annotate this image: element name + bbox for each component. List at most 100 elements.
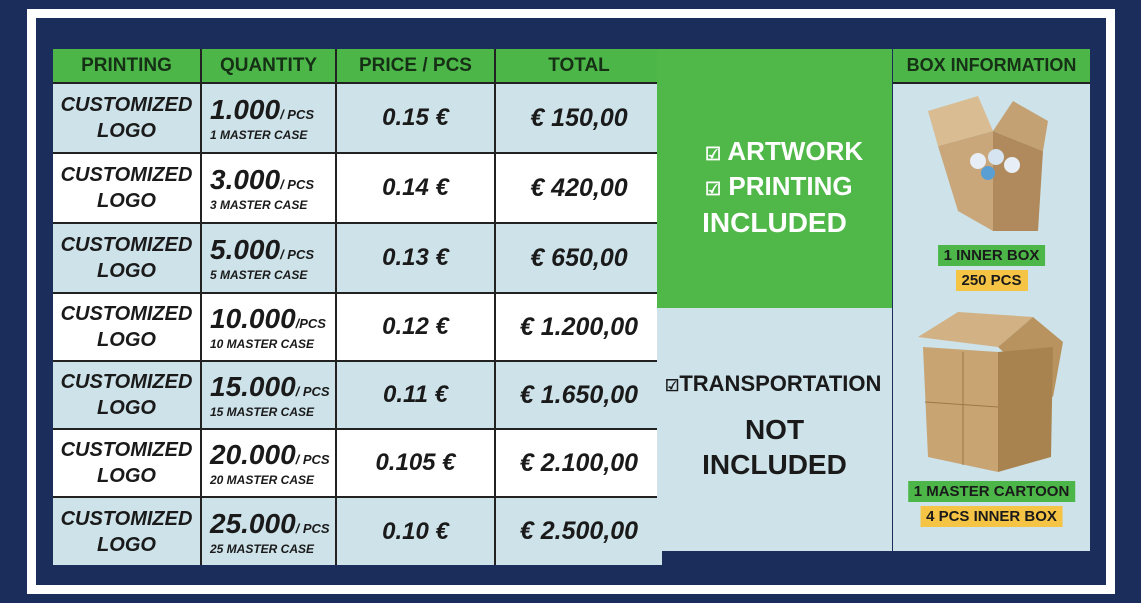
- printing-line2: LOGO: [97, 329, 156, 351]
- printing-line2: LOGO: [97, 190, 156, 212]
- services-column: ☑ ARTWORK ☑ PRINTING INCLUDED ☑TRANSPORT…: [657, 49, 892, 551]
- checkbox-checked-icon: ☑: [705, 144, 722, 164]
- price-value: 0.11 €: [383, 381, 448, 408]
- checkbox-checked-icon: ☑: [705, 179, 722, 199]
- quantity-unit: / PCS: [295, 520, 330, 536]
- not-included-block: ☑TRANSPORTATION NOT INCLUDED: [657, 308, 892, 551]
- master-case-count: 25 MASTER CASE: [210, 541, 315, 556]
- master-case-count: 1 MASTER CASE: [210, 128, 308, 142]
- quantity-unit: / PCS: [280, 107, 315, 122]
- quantity-unit: / PCS: [280, 247, 315, 262]
- price-cell: 0.11 €: [337, 362, 494, 428]
- total-value: € 1.650,00: [519, 380, 639, 409]
- total-cell: € 1.650,00: [496, 362, 662, 428]
- total-cell: € 2.500,00: [496, 498, 662, 565]
- price-cell: 0.14 €: [337, 154, 494, 222]
- quantity-value: 1.000: [210, 94, 281, 125]
- quantity-unit: / PCS: [295, 452, 330, 467]
- printing-line1: CUSTOMIZED: [60, 507, 193, 530]
- master-case-count: 15 MASTER CASE: [210, 405, 315, 419]
- quantity-cell: 15.000/ PCS 15 MASTER CASE: [202, 362, 335, 428]
- included-item-artwork: ☑ ARTWORK: [705, 135, 863, 170]
- inner-pcs-tag: 250 PCS: [955, 270, 1028, 291]
- printing-cell: CUSTOMIZED LOGO: [53, 154, 200, 222]
- printing-label: PRINTING: [728, 171, 853, 201]
- price-value: 0.13 €: [382, 244, 449, 271]
- master-case-count: 3 MASTER CASE: [210, 198, 308, 212]
- printing-line2: LOGO: [97, 533, 156, 556]
- included-item-printing: ☑ PRINTING: [705, 170, 863, 205]
- price-cell: 0.13 €: [337, 224, 494, 292]
- not-included-item: ☑TRANSPORTATION: [665, 371, 881, 397]
- printing-line1: CUSTOMIZED: [60, 234, 193, 256]
- printing-line1: CUSTOMIZED: [60, 439, 193, 461]
- price-value: 0.15 €: [382, 104, 449, 131]
- printing-line1: CUSTOMIZED: [60, 371, 193, 393]
- printing-line2: LOGO: [97, 465, 156, 487]
- total-value: € 150,00: [530, 103, 628, 132]
- printing-cell: CUSTOMIZED LOGO: [53, 362, 200, 428]
- printing-line2: LOGO: [97, 120, 156, 142]
- transportation-label: TRANSPORTATION: [679, 371, 882, 396]
- total-cell: € 650,00: [496, 224, 662, 292]
- quantity-cell: 3.000/ PCS 3 MASTER CASE: [202, 154, 335, 222]
- quantity-cell: 10.000/PCS 10 MASTER CASE: [202, 294, 335, 360]
- inner-box-tag: 1 INNER BOX: [937, 245, 1046, 266]
- price-value: 0.105 €: [375, 449, 456, 476]
- quantity-cell: 1.000/ PCS 1 MASTER CASE: [202, 84, 335, 152]
- included-label: INCLUDED: [702, 207, 847, 238]
- printing-cell: CUSTOMIZED LOGO: [53, 84, 200, 152]
- quantity-unit: /PCS: [295, 316, 326, 331]
- printing-cell: CUSTOMIZED LOGO: [53, 224, 200, 292]
- header-quantity: QUANTITY: [202, 49, 335, 82]
- quantity-unit: / PCS: [295, 384, 330, 399]
- quantity-value: 15.000: [210, 371, 296, 402]
- quantity-cell: 20.000/ PCS 20 MASTER CASE: [202, 430, 335, 496]
- header-total: TOTAL: [496, 49, 662, 82]
- printing-line1: CUSTOMIZED: [60, 303, 193, 325]
- master-case-count: 20 MASTER CASE: [210, 473, 315, 487]
- master-case-count: 10 MASTER CASE: [210, 337, 315, 351]
- printing-cell: CUSTOMIZED LOGO: [53, 430, 200, 496]
- printing-line2: LOGO: [97, 397, 156, 419]
- artwork-label: ARTWORK: [727, 136, 864, 166]
- master-carton-tag: 1 MASTER CARTOON: [907, 481, 1076, 502]
- master-case-count: 5 MASTER CASE: [210, 268, 308, 282]
- total-value: € 1.200,00: [519, 312, 639, 341]
- included-block: ☑ ARTWORK ☑ PRINTING INCLUDED: [657, 49, 892, 308]
- included-label-2: INCLUDED: [702, 449, 847, 480]
- printing-cell: CUSTOMIZED LOGO: [53, 294, 200, 360]
- inner-box-image: [928, 96, 1048, 231]
- box-info-column: BOX INFORMATION 1 INNER BOX 250 PCS 1 MA…: [893, 49, 1090, 551]
- checkbox-checked-icon: ☑: [665, 378, 680, 395]
- quantity-value: 10.000: [210, 303, 296, 334]
- printing-line1: CUSTOMIZED: [60, 94, 193, 116]
- printing-line1: CUSTOMIZED: [60, 164, 193, 186]
- price-cell: 0.105 €: [337, 430, 494, 496]
- total-cell: € 1.200,00: [496, 294, 662, 360]
- price-value: 0.10 €: [382, 517, 449, 545]
- price-value: 0.14 €: [382, 174, 449, 201]
- total-cell: € 2.100,00: [496, 430, 662, 496]
- price-cell: 0.15 €: [337, 84, 494, 152]
- header-box-info: BOX INFORMATION: [893, 49, 1090, 84]
- quantity-value: 5.000: [210, 234, 281, 265]
- header-price: PRICE / PCS: [337, 49, 494, 82]
- total-value: € 420,00: [530, 173, 628, 202]
- total-value: € 650,00: [530, 243, 628, 272]
- total-value: € 2.500,00: [519, 517, 639, 545]
- total-cell: € 420,00: [496, 154, 662, 222]
- quantity-value: 3.000: [210, 164, 281, 195]
- printing-cell: CUSTOMIZED LOGO: [53, 498, 200, 565]
- not-label: NOT: [744, 414, 805, 445]
- quantity-unit: / PCS: [280, 177, 315, 192]
- quantity-value: 20.000: [210, 439, 296, 470]
- total-cell: € 150,00: [496, 84, 662, 152]
- quantity-cell: 25.000/ PCS 25 MASTER CASE: [202, 498, 335, 565]
- master-contents-tag: 4 PCS INNER BOX: [920, 506, 1063, 527]
- quantity-value: 25.000: [210, 507, 296, 539]
- price-table: PRINTING QUANTITY PRICE / PCS TOTAL CUST…: [53, 49, 662, 565]
- price-cell: 0.12 €: [337, 294, 494, 360]
- price-value: 0.12 €: [382, 313, 449, 340]
- price-cell: 0.10 €: [337, 498, 494, 565]
